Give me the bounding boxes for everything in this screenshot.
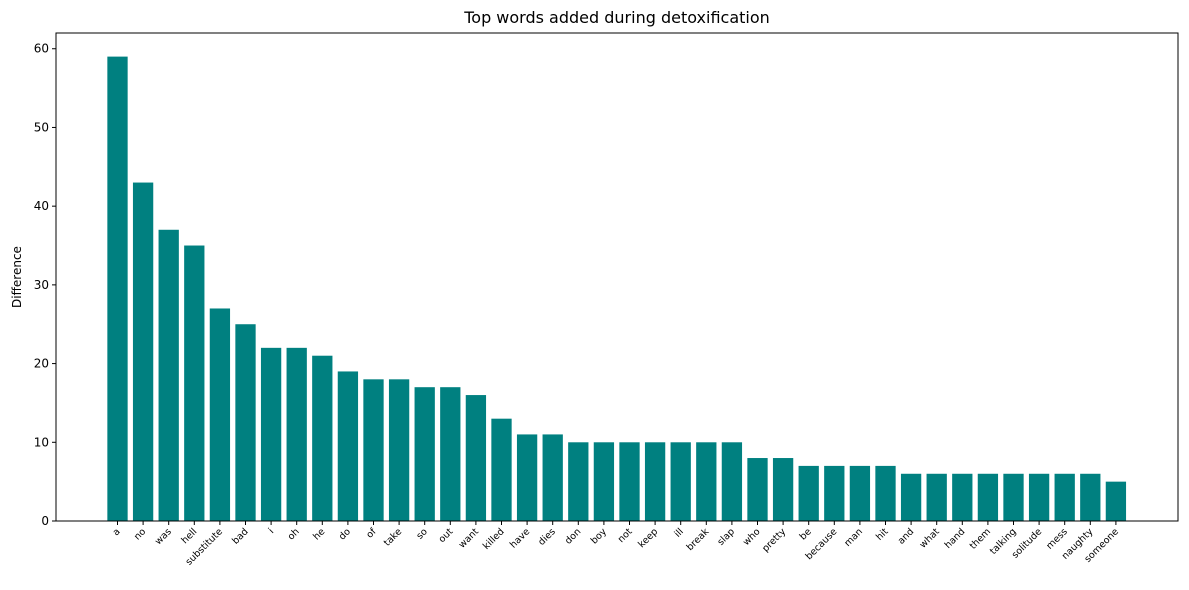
x-tick-label: break bbox=[685, 526, 712, 553]
y-tick-label: 10 bbox=[34, 435, 49, 449]
y-tick-label: 40 bbox=[34, 199, 49, 213]
bar-slap bbox=[721, 442, 743, 521]
x-tick-label: bad bbox=[230, 526, 250, 546]
bar-man bbox=[849, 465, 871, 521]
x-tick-label: and bbox=[896, 526, 916, 546]
x-tick-label: hand bbox=[943, 526, 968, 551]
bar-want bbox=[465, 395, 487, 521]
x-tick-label: ill bbox=[672, 526, 685, 539]
bar-break bbox=[696, 442, 717, 521]
bar-oh bbox=[286, 347, 307, 521]
bar-not bbox=[619, 442, 640, 521]
y-tick-label: 30 bbox=[34, 278, 49, 292]
y-tick-label: 0 bbox=[41, 514, 49, 528]
y-tick-label: 60 bbox=[34, 42, 49, 56]
x-tick-label: take bbox=[382, 526, 404, 548]
bar-be bbox=[798, 465, 819, 521]
x-tick-label: man bbox=[842, 526, 865, 549]
bar-them bbox=[977, 473, 999, 521]
x-tick-label: who bbox=[741, 526, 763, 548]
bar-hand bbox=[952, 473, 973, 521]
x-tick-label: out bbox=[437, 526, 456, 545]
x-tick-label: was bbox=[153, 526, 174, 547]
bar-keep bbox=[644, 442, 666, 521]
bar-hit bbox=[875, 465, 896, 521]
plot-frame bbox=[55, 32, 1179, 522]
bar-do bbox=[337, 371, 359, 521]
bar-talking bbox=[1003, 473, 1024, 521]
bar-killed bbox=[491, 418, 512, 521]
bar-what bbox=[926, 473, 947, 521]
bar-don bbox=[568, 442, 589, 521]
bar-who bbox=[747, 458, 768, 521]
x-tick-label: want bbox=[457, 526, 481, 550]
bar-out bbox=[440, 387, 461, 521]
bar-of bbox=[363, 379, 384, 521]
bar-boy bbox=[593, 442, 615, 521]
y-axis: 0 10 20 30 40 50 60 bbox=[34, 42, 56, 528]
x-tick-label: i bbox=[267, 526, 277, 536]
x-tick-label: killed bbox=[481, 526, 507, 552]
x-tick-label: he bbox=[311, 526, 327, 542]
x-tick-label: a bbox=[111, 526, 123, 538]
bar-hell bbox=[184, 245, 205, 521]
bar-solitude bbox=[1028, 473, 1050, 521]
chart-title: Top words added during detoxification bbox=[463, 8, 770, 27]
bar-naughty bbox=[1080, 473, 1101, 521]
bar-pretty bbox=[772, 458, 794, 521]
x-tick-label: keep bbox=[636, 526, 660, 550]
bar-so bbox=[414, 387, 435, 521]
x-tick-label: pretty bbox=[760, 526, 788, 554]
bar-substitute bbox=[209, 308, 231, 521]
x-tick-label: slap bbox=[715, 526, 737, 548]
bar-bad bbox=[235, 324, 256, 521]
x-tick-label: so bbox=[414, 526, 430, 542]
bar-dies bbox=[542, 434, 563, 521]
bar-no bbox=[132, 182, 154, 522]
bar-was bbox=[158, 229, 179, 521]
bar-take bbox=[388, 379, 410, 521]
x-tick-label: not bbox=[616, 526, 635, 545]
x-tick-label: of bbox=[364, 526, 379, 541]
x-tick-label: oh bbox=[286, 526, 302, 542]
x-tick-label: have bbox=[508, 526, 532, 550]
x-tick-label: boy bbox=[589, 526, 609, 546]
bar-have bbox=[516, 434, 538, 521]
bar-someone bbox=[1105, 481, 1127, 521]
x-tick-label: hell bbox=[180, 526, 200, 546]
bar-he bbox=[312, 355, 333, 521]
bar-ill bbox=[670, 442, 691, 521]
bar-a bbox=[107, 56, 128, 522]
x-tick-label: don bbox=[563, 526, 583, 546]
x-tick-label: be bbox=[798, 526, 814, 542]
y-axis-label: Difference bbox=[10, 246, 24, 308]
x-tick-label: dies bbox=[536, 526, 558, 548]
bar-i bbox=[260, 347, 282, 521]
y-tick-label: 20 bbox=[34, 357, 49, 371]
bar-because bbox=[824, 465, 845, 521]
bar-and bbox=[900, 473, 922, 521]
bar-mess bbox=[1054, 473, 1075, 521]
x-tick-label: no bbox=[132, 526, 148, 542]
x-tick-label: do bbox=[337, 526, 353, 542]
x-tick-label: hit bbox=[874, 526, 891, 543]
x-tick-label: what bbox=[918, 526, 942, 550]
bars-group bbox=[107, 56, 1127, 522]
y-tick-label: 50 bbox=[34, 120, 49, 134]
